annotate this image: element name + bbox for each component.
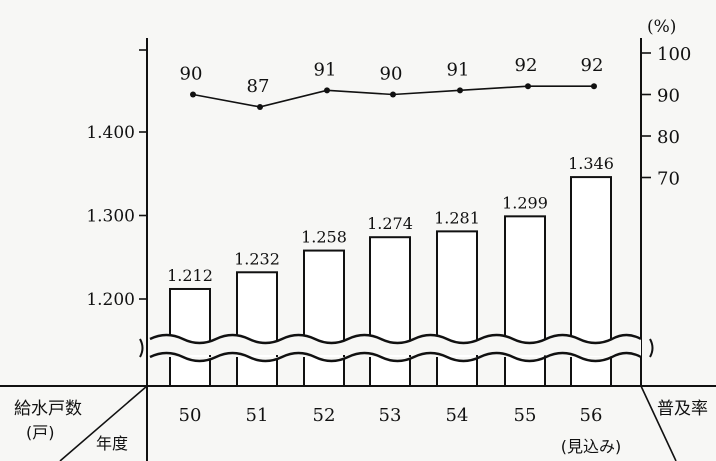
break-wave-lower xyxy=(149,351,642,363)
bar-value-label: 1.232 xyxy=(234,249,280,268)
bar-value-label: 1.258 xyxy=(301,228,347,247)
break-fill xyxy=(150,341,641,355)
bar-value-label: 1.346 xyxy=(568,154,614,173)
axes: 1.200 1.300 1.400 70 80 90 100 (%) xyxy=(0,17,716,461)
bar-value-label: 1.281 xyxy=(434,208,480,227)
rate-value-label: 90 xyxy=(380,64,403,85)
right-diagonal xyxy=(640,385,677,461)
category-label: 50 xyxy=(179,405,202,426)
bar xyxy=(436,230,478,387)
bar xyxy=(303,249,345,387)
rate-value-label: 91 xyxy=(447,59,470,80)
left-axis-unit: (戸) xyxy=(26,423,55,442)
break-end-left xyxy=(139,338,144,358)
left-tick-label: 1.300 xyxy=(86,207,135,227)
corner-label: 年度 xyxy=(96,434,128,453)
left-tick-label: 1.200 xyxy=(86,290,135,310)
right-axis-label: 普及率 xyxy=(657,399,708,419)
rate-point xyxy=(457,87,463,94)
right-tick-label: 90 xyxy=(657,86,680,107)
rate-point xyxy=(525,83,531,90)
left-tick-label: 1.400 xyxy=(86,123,135,143)
rate-point xyxy=(390,91,396,98)
rate-line: 90 87 91 90 91 92 92 xyxy=(180,55,604,110)
bar-value-label: 1.299 xyxy=(502,193,548,212)
corner-diagonal xyxy=(59,385,148,461)
category-label: 56 xyxy=(580,405,603,426)
rate-point xyxy=(257,103,263,110)
break-end-right xyxy=(649,338,654,358)
labels: 50 51 52 53 54 55 56 (見込み) 給水戸数 (戸) 年度 普及率 xyxy=(14,399,708,456)
right-tick-label: 100 xyxy=(657,44,691,65)
right-tick-label: 70 xyxy=(657,169,680,190)
right-axis-unit: (%) xyxy=(647,17,676,37)
category-label: 52 xyxy=(313,405,336,426)
rate-value-label: 90 xyxy=(180,64,203,85)
bar-value-label: 1.274 xyxy=(367,214,413,233)
left-axis-label: 給水戸数 xyxy=(14,399,82,419)
right-tick-label: 80 xyxy=(657,127,680,148)
rate-value-label: 92 xyxy=(581,55,604,76)
category-label: 54 xyxy=(446,405,469,426)
rate-value-label: 91 xyxy=(314,59,337,80)
bar-value-label: 1.212 xyxy=(167,266,213,285)
bar xyxy=(369,236,411,387)
rate-point xyxy=(324,87,330,94)
bar xyxy=(236,271,278,387)
category-label: 53 xyxy=(379,405,402,426)
category-note: (見込み) xyxy=(561,437,622,456)
category-label: 55 xyxy=(514,405,537,426)
category-label: 51 xyxy=(246,405,269,426)
rate-value-label: 92 xyxy=(515,55,538,76)
rate-point xyxy=(190,91,196,98)
break-wave-upper xyxy=(149,333,642,345)
rate-value-label: 87 xyxy=(247,76,270,97)
rate-point xyxy=(591,83,597,90)
axis-break xyxy=(139,333,654,363)
